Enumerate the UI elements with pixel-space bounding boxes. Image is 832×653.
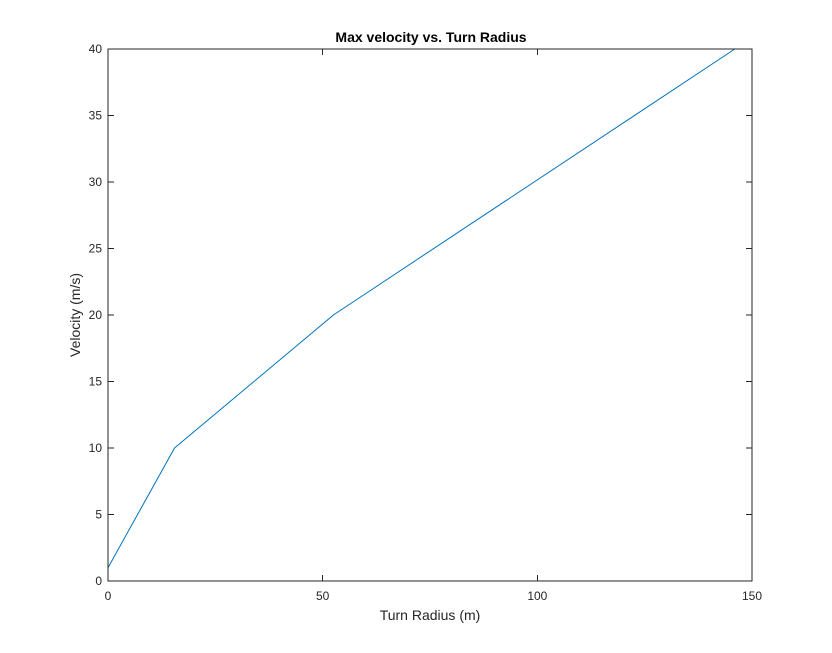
y-tick-label: 15 [89,375,103,389]
ticks-layer: 0 50 100 150 0 5 10 15 20 25 30 35 40 [89,42,763,603]
y-tick-label: 5 [95,508,102,522]
series-layer [107,48,736,568]
series-line-0 [107,48,736,568]
y-tick-label: 20 [89,308,103,322]
y-tick-label: 0 [95,574,102,588]
x-tick-label: 50 [316,589,330,603]
x-tick-label: 100 [527,589,547,603]
y-axis-label: Velocity (m/s) [67,273,83,357]
y-tick-label: 30 [89,175,103,189]
x-tick-label: 0 [105,589,112,603]
x-tick-label: 150 [742,589,762,603]
plot-area [108,49,752,581]
x-axis-label: Turn Radius (m) [380,607,481,623]
axes-box [107,48,753,582]
y-tick-label: 10 [89,441,103,455]
chart-title: Max velocity vs. Turn Radius [335,29,526,45]
y-tick-label: 25 [89,242,103,256]
y-tick-label: 40 [89,42,103,56]
y-tick-label: 35 [89,109,103,123]
